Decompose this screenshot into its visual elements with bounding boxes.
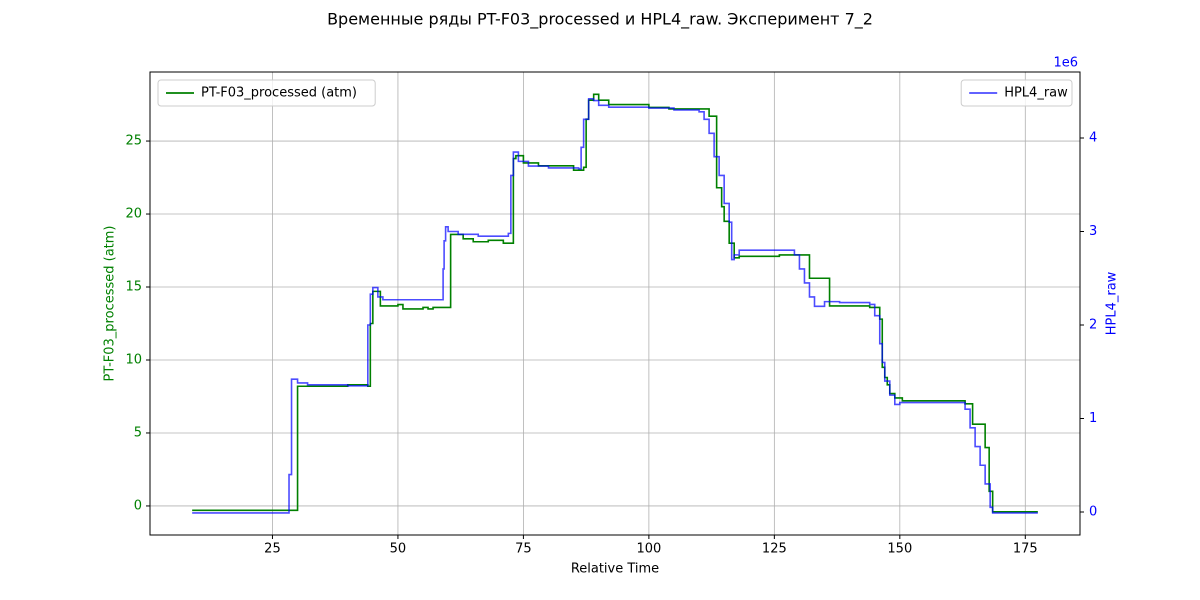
- y-tick-label: 0: [134, 498, 142, 513]
- legend: PT-F03_processed (atm): [157, 79, 376, 107]
- legend-box: [960, 79, 1073, 107]
- y-tick-label: 5: [134, 425, 142, 440]
- legend-box: [157, 79, 376, 107]
- y2-tick-label: 4: [1089, 131, 1097, 146]
- x-tick-label: 125: [762, 542, 787, 557]
- x-tick-label: 75: [515, 542, 532, 557]
- y-axis-label: PT-F03_processed (atm): [103, 225, 118, 381]
- series-line: [192, 97, 1038, 514]
- legend-label: HPL4_raw: [1004, 86, 1068, 101]
- y-tick-label: 25: [125, 134, 142, 149]
- x-tick-label: 50: [390, 542, 407, 557]
- y2-tick-label: 0: [1089, 504, 1097, 519]
- legend-label: PT-F03_processed (atm): [201, 86, 357, 101]
- x-axis-label: Relative Time: [571, 562, 659, 577]
- chart-title: Временные ряды PT-F03_processed и HPL4_r…: [327, 10, 873, 30]
- y2-axis-label: HPL4_raw: [1105, 271, 1120, 335]
- y2-tick-label: 3: [1089, 224, 1097, 239]
- y2-offset-text: 1e6: [1053, 56, 1078, 71]
- legend: HPL4_raw: [960, 79, 1073, 107]
- y-tick-label: 20: [125, 207, 142, 222]
- plot-frame: [149, 71, 1081, 536]
- y-tick-label: 10: [125, 352, 142, 367]
- y2-tick-label: 1: [1089, 411, 1097, 426]
- x-tick-label: 150: [887, 542, 912, 557]
- x-tick-label: 175: [1013, 542, 1038, 557]
- series-line: [192, 93, 1038, 513]
- y-tick-label: 15: [125, 280, 142, 295]
- y2-tick-label: 2: [1089, 318, 1097, 333]
- x-tick-label: 25: [264, 542, 281, 557]
- x-tick-label: 100: [636, 542, 661, 557]
